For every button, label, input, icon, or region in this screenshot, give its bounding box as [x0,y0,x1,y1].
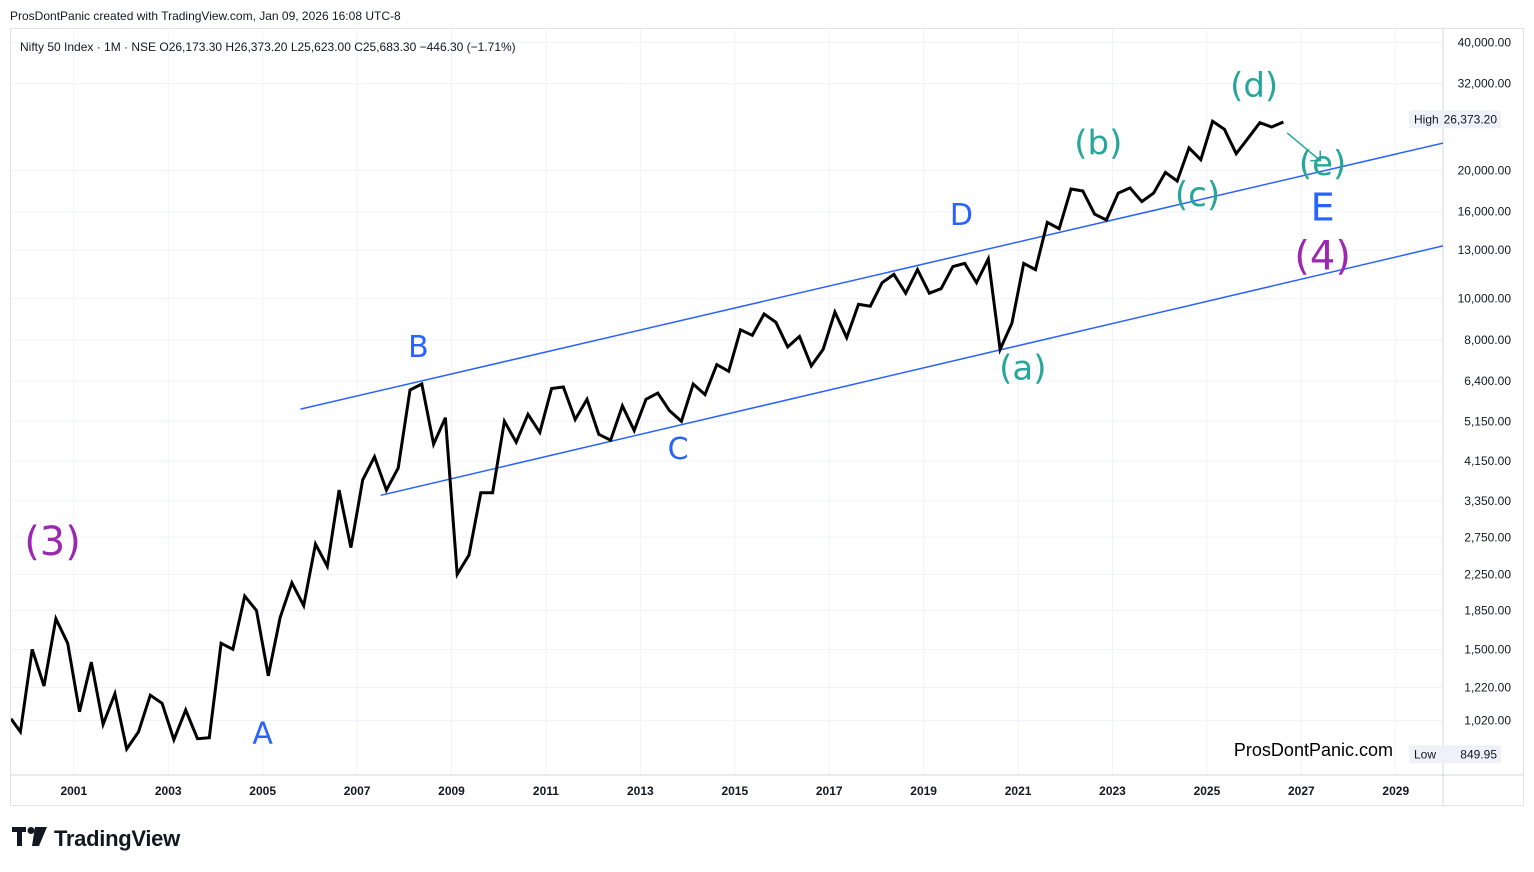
brand-footer[interactable]: TradingView [12,826,180,852]
wave-label[interactable]: B [408,330,429,365]
price-series-line[interactable] [11,118,1284,753]
x-tick-label: 2021 [1005,784,1032,798]
y-tick-label: 8,000.00 [1464,333,1511,347]
low-price-label-value: 849.95 [1460,747,1497,761]
x-tick-label: 2025 [1194,784,1221,798]
y-tick-label: 16,000.00 [1458,205,1512,219]
x-tick-label: 2005 [249,784,276,798]
watermark-text: ProsDontPanic.com [1234,740,1393,760]
high-price-label-bg [1409,110,1501,129]
wave-label[interactable]: (a) [999,349,1046,389]
y-tick-label: 4,150.00 [1464,454,1511,468]
y-tick-label: 32,000.00 [1458,77,1512,91]
attribution-text: ProsDontPanic created with TradingView.c… [10,9,401,23]
wave-label[interactable]: (4) [1294,234,1351,280]
brand-name: TradingView [54,826,180,851]
tradingview-logo-icon [12,826,48,852]
wave-label[interactable]: D [950,198,973,233]
wave-label[interactable]: (b) [1074,124,1122,164]
wave-label[interactable]: E [1311,186,1335,230]
x-tick-label: 2013 [627,784,654,798]
y-tick-label: 1,500.00 [1464,642,1511,656]
wave-label[interactable]: (c) [1175,175,1220,215]
x-tick-label: 2029 [1382,784,1409,798]
x-tick-label: 2003 [155,784,182,798]
wave-label[interactable]: (d) [1230,66,1278,106]
x-tick-label: 2017 [816,784,843,798]
trendline-lower-channel[interactable] [380,245,1443,497]
wave-label[interactable]: (3) [24,519,81,565]
wave-label[interactable]: C [668,432,689,467]
trendline-upper-channel[interactable] [300,142,1443,410]
x-tick-label: 2007 [344,784,371,798]
x-tick-label: 2015 [721,784,748,798]
y-tick-label: 20,000.00 [1458,163,1512,177]
x-tick-label: 2019 [910,784,937,798]
chart-legend: Nifty 50 Index · 1M · NSE O26,173.30 H26… [20,40,516,54]
y-tick-label: 6,400.00 [1464,374,1511,388]
y-tick-label: 10,000.00 [1458,292,1512,306]
wave-label[interactable]: (e) [1299,144,1346,184]
y-tick-label: 1,220.00 [1464,681,1511,695]
x-tick-label: 2023 [1099,784,1126,798]
y-tick-label: 2,750.00 [1464,530,1511,544]
projection-arrow-head [1310,150,1321,162]
y-tick-label: 40,000.00 [1458,35,1512,49]
projection-arrow-line[interactable] [1286,132,1321,162]
x-tick-label: 2001 [60,784,87,798]
x-tick-label: 2011 [533,784,559,798]
y-tick-label: 1,020.00 [1464,714,1511,728]
x-tick-label: 2027 [1288,784,1315,798]
y-tick-label: 13,000.00 [1458,243,1512,257]
low-price-label-bg [1409,745,1501,764]
wave-label[interactable]: A [252,717,273,752]
y-tick-label: 2,250.00 [1464,567,1511,581]
low-price-label: Low 849.95 [1409,745,1501,764]
chart-frame [10,28,1524,806]
low-price-label-tag: Low [1414,747,1436,761]
y-tick-label: 1,850.00 [1464,604,1511,618]
high-price-label-tag: High [1414,112,1439,126]
high-price-label-value: 26,373.20 [1444,112,1498,126]
y-tick-label: 3,350.00 [1464,494,1511,508]
y-tick-label: 5,150.00 [1464,414,1511,428]
high-price-label: High 26,373.20 [1409,110,1501,129]
x-tick-label: 2009 [438,784,465,798]
